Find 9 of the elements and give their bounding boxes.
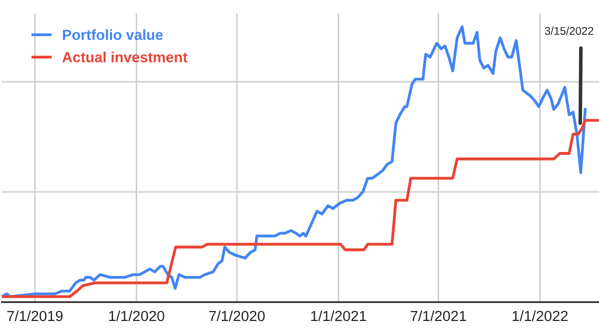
legend-label: Portfolio value: [62, 29, 163, 40]
x-tick-label: 7/1/2021: [410, 310, 466, 322]
annotation: 3/15/2022: [544, 26, 594, 35]
x-tick-label: 7/1/2020: [209, 310, 265, 322]
x-tick-label: 1/1/2022: [512, 310, 568, 322]
x-tick-label: 7/1/2019: [7, 310, 63, 322]
x-tick-label: 1/1/2020: [109, 310, 164, 322]
legend-label: Actual investment: [62, 52, 188, 62]
x-tick-label: 1/1/2021: [311, 310, 366, 322]
